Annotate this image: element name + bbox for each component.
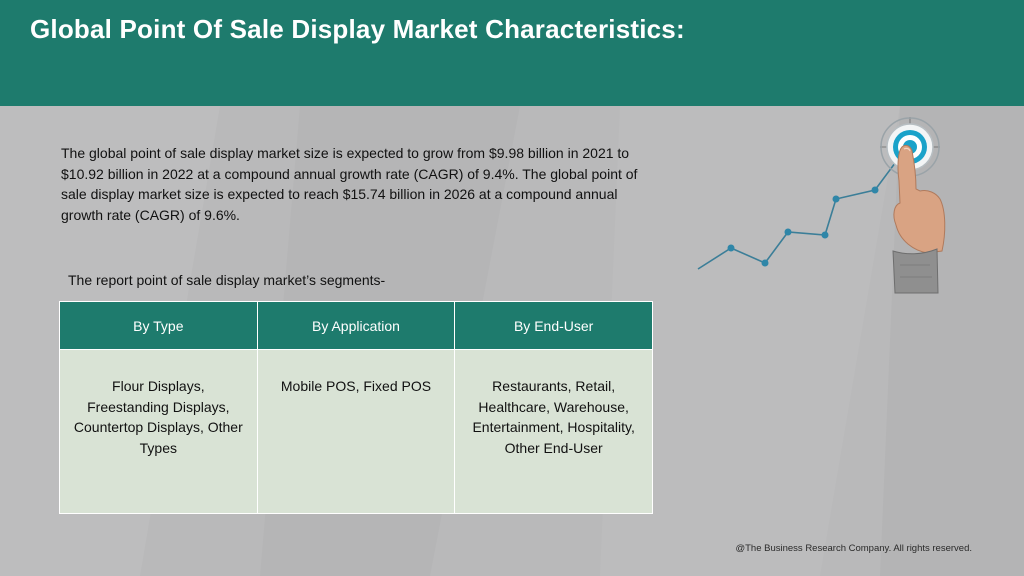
growth-illustration [697, 117, 946, 294]
segments-label: The report point of sale display market’… [68, 272, 386, 288]
copyright-footer: @The Business Research Company. All righ… [735, 543, 972, 554]
cell-application: Mobile POS, Fixed POS [256, 349, 456, 514]
pointing-hand-icon [892, 144, 946, 294]
table-header-row: By Type By Application By End-User [59, 301, 653, 350]
table-row: Flour Displays, Freestanding Displays, C… [59, 349, 653, 514]
cell-end-user: Restaurants, Retail, Healthcare, Warehou… [454, 349, 653, 514]
column-header-type: By Type [59, 301, 258, 350]
column-header-application: By Application [256, 301, 456, 350]
page-title: Global Point Of Sale Display Market Char… [30, 14, 685, 44]
intro-paragraph: The global point of sale display market … [61, 145, 638, 223]
segments-table: By Type By Application By End-User Flour… [59, 301, 653, 514]
cell-type: Flour Displays, Freestanding Displays, C… [59, 349, 258, 514]
growth-line-icon [697, 150, 905, 270]
column-header-end-user: By End-User [454, 301, 653, 350]
header-bar: Global Point Of Sale Display Market Char… [0, 0, 1024, 106]
